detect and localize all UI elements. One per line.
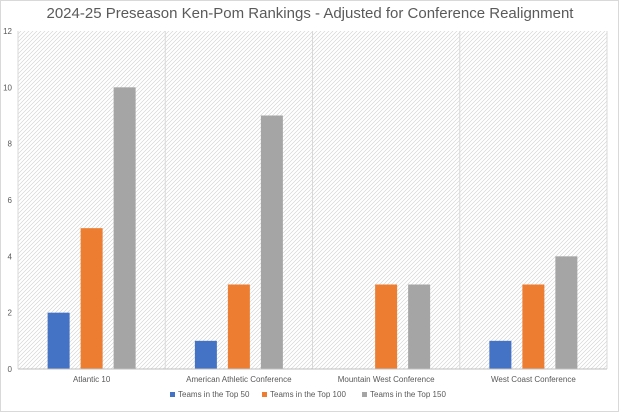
y-tick-label: 2	[8, 309, 13, 318]
legend-item: Teams in the Top 100	[262, 390, 346, 399]
y-tick-label: 0	[8, 365, 13, 374]
bar	[47, 312, 70, 369]
y-tick-label: 6	[8, 196, 13, 205]
x-category-label: Atlantic 10	[73, 375, 111, 384]
bar	[113, 87, 136, 369]
legend-label: Teams in the Top 50	[178, 390, 250, 399]
x-category-label: West Coast Conference	[491, 375, 576, 384]
bar	[555, 256, 578, 369]
legend-label: Teams in the Top 150	[370, 390, 446, 399]
legend-swatch	[262, 392, 267, 397]
bar	[194, 340, 217, 369]
chart-title: 2024-25 Preseason Ken-Pom Rankings - Adj…	[47, 5, 575, 22]
y-tick-label: 10	[3, 83, 12, 92]
y-tick-label: 4	[8, 252, 13, 261]
legend-swatch	[362, 392, 367, 397]
bar	[408, 284, 431, 369]
y-tick-label: 12	[3, 27, 12, 36]
bar	[522, 284, 545, 369]
bar	[375, 284, 398, 369]
bar	[260, 115, 283, 369]
legend-swatch	[170, 392, 175, 397]
bar	[227, 284, 250, 369]
bar	[80, 228, 103, 369]
x-category-label: Mountain West Conference	[338, 375, 435, 384]
legend-item: Teams in the Top 50	[170, 390, 250, 399]
legend-item: Teams in the Top 150	[362, 390, 446, 399]
legend-label: Teams in the Top 100	[270, 390, 346, 399]
x-category-label: American Athletic Conference	[186, 375, 292, 384]
y-tick-label: 8	[8, 140, 13, 149]
bar	[489, 340, 512, 369]
